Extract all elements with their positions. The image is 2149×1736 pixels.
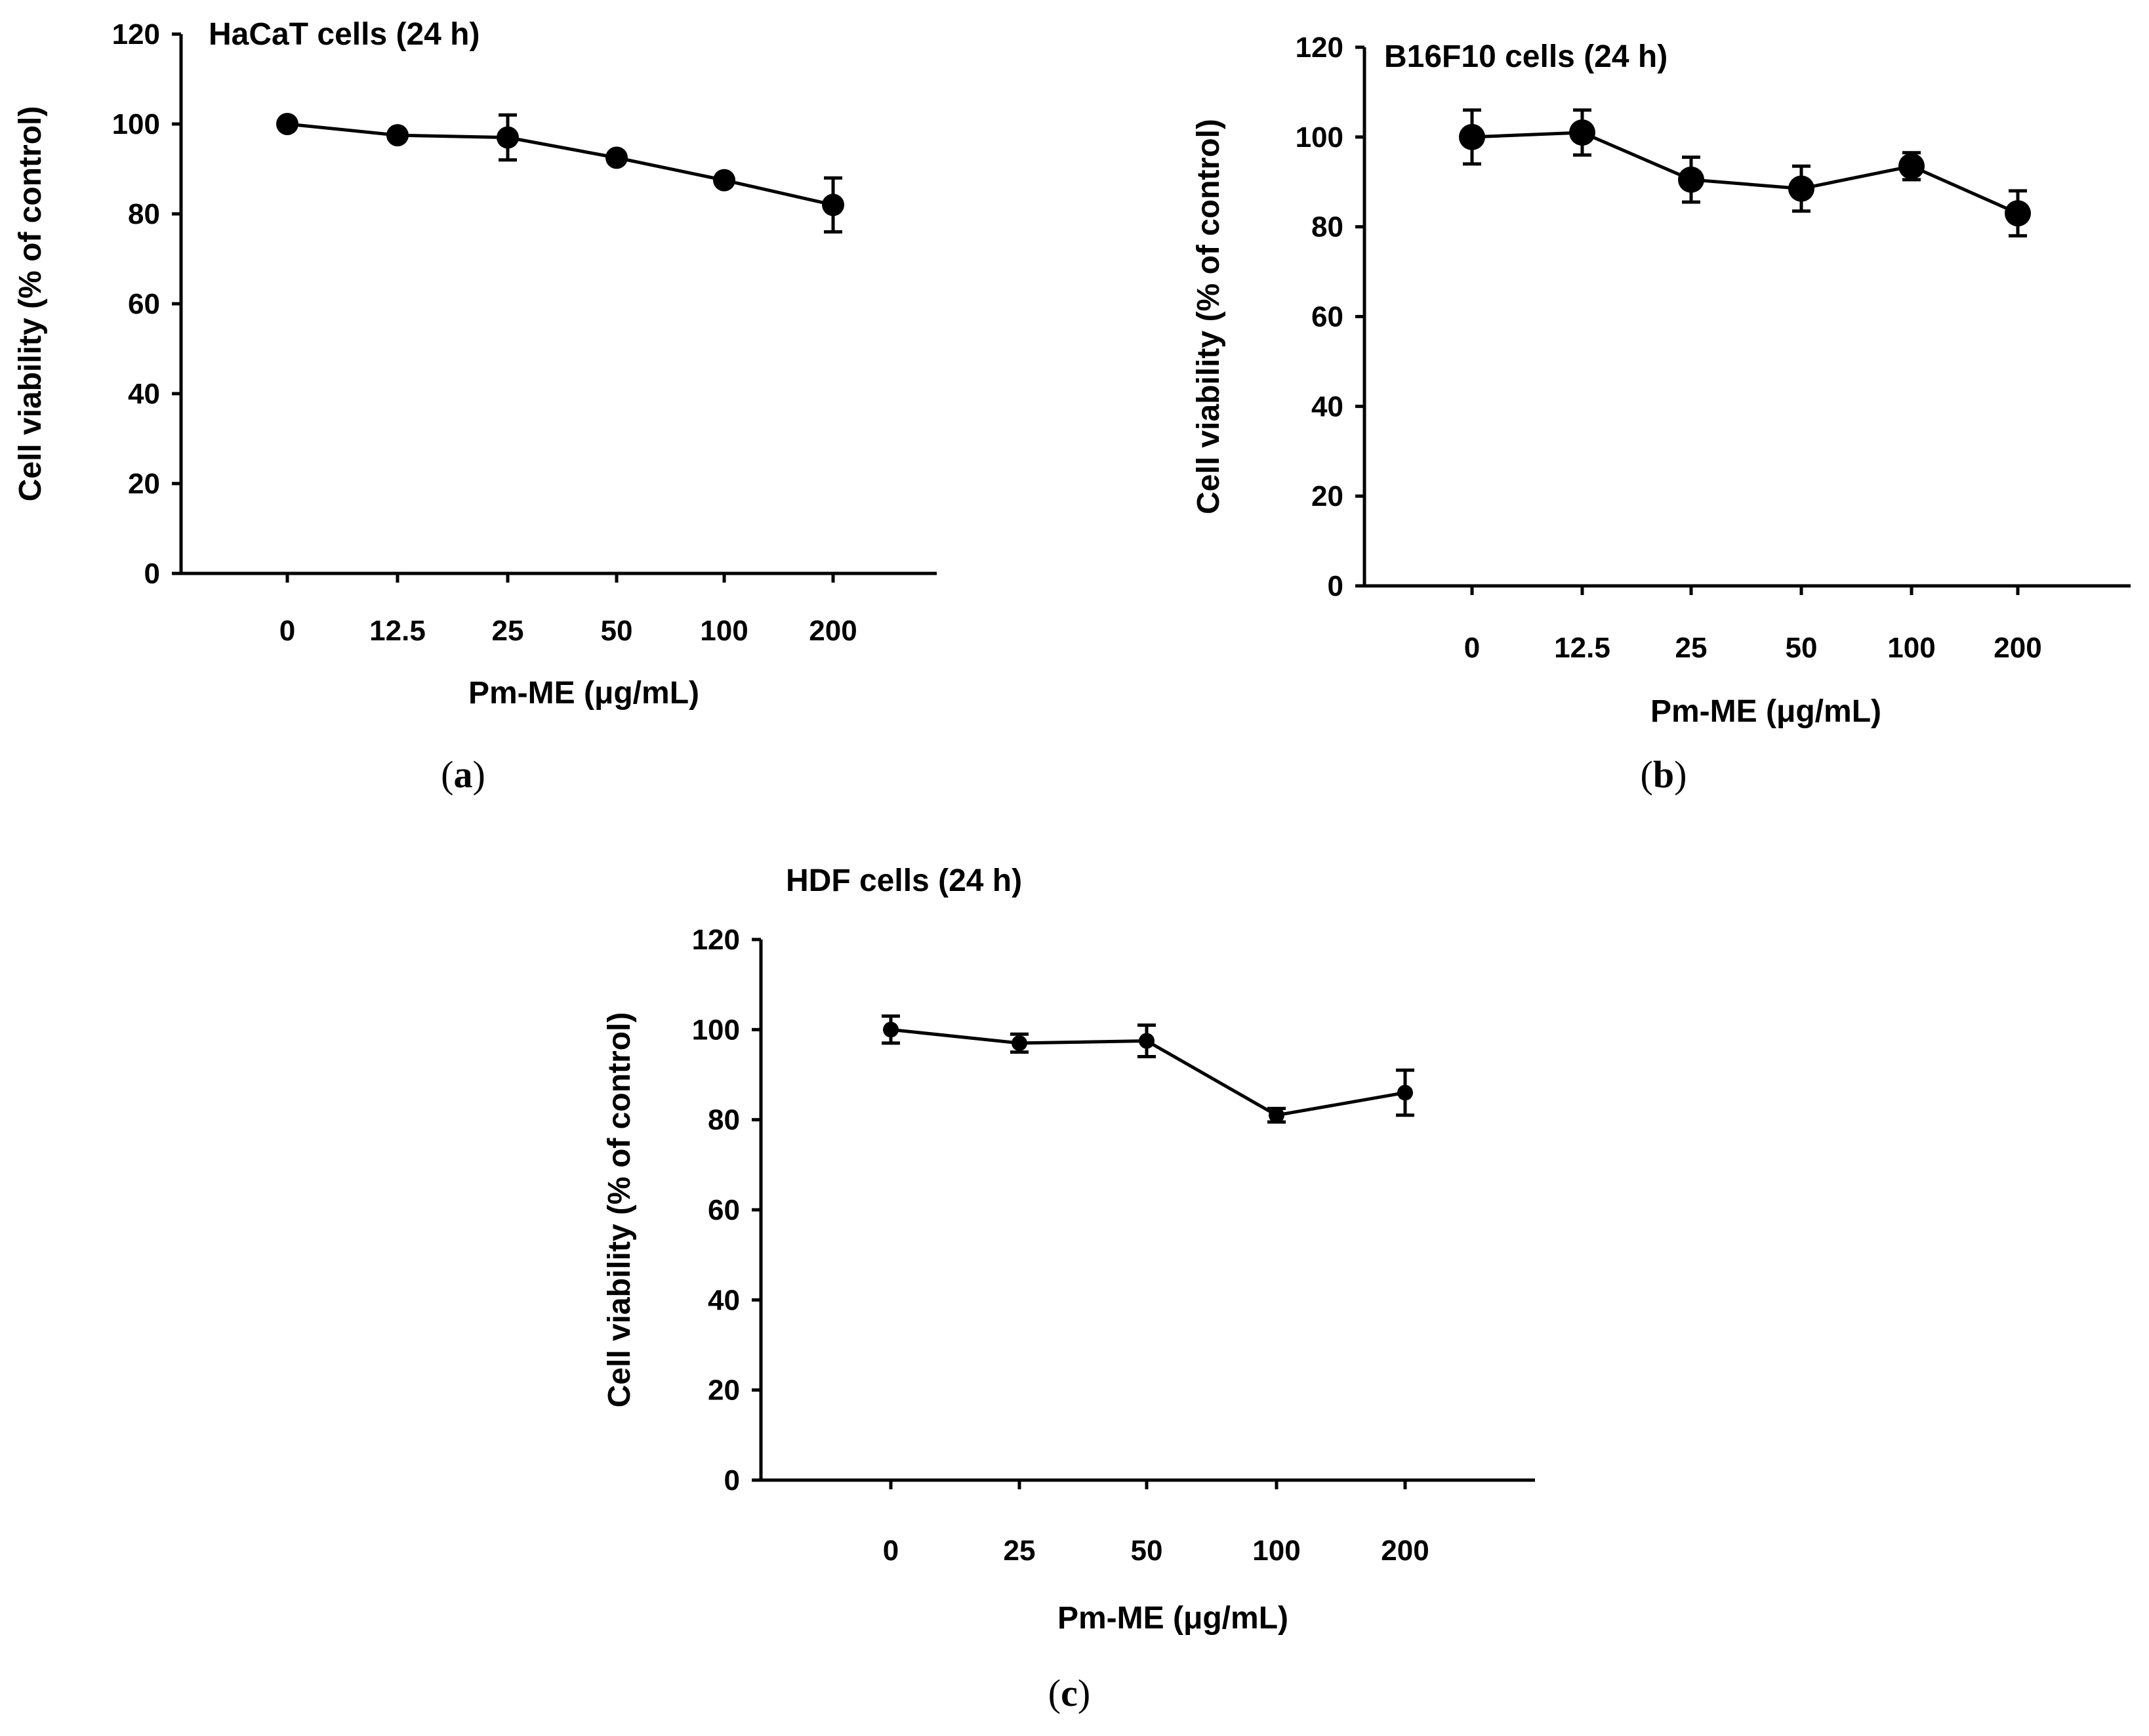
x-tick-label: 100 [1887, 632, 1935, 664]
y-tick-label: 40 [1311, 390, 1343, 423]
data-point [1012, 1035, 1027, 1051]
x-tick-label: 100 [700, 615, 748, 647]
data-point [883, 1022, 899, 1038]
y-axis-label: Cell viability (% of control) [602, 1012, 637, 1408]
y-tick-label: 0 [1328, 570, 1343, 602]
panel-label-b: (b) [1641, 753, 1687, 796]
panel-label-c: (c) [1048, 1672, 1090, 1714]
data-point [1569, 119, 1595, 146]
data-point [276, 113, 298, 135]
data-point [1269, 1107, 1284, 1123]
y-tick-label: 20 [1311, 480, 1343, 512]
y-axis-label: Cell viability (% of control) [13, 106, 48, 502]
y-tick-label: 120 [1296, 31, 1343, 64]
series-line [287, 122, 834, 207]
y-tick-label: 100 [692, 1014, 740, 1046]
data-point [713, 169, 735, 192]
data-point [822, 194, 844, 217]
data-point [1898, 153, 1925, 180]
y-tick-label: 40 [708, 1284, 740, 1316]
data-point [497, 126, 519, 149]
data-point [1678, 166, 1704, 193]
x-tick-label: 50 [1786, 632, 1818, 664]
y-tick-label: 40 [128, 378, 160, 410]
chart-a: 0 20 40 60 80 100 120 0 12.5 25 50 100 200 HaCaT cell… [13, 17, 937, 711]
x-tick-label: 100 [1252, 1535, 1300, 1567]
y-tick-label: 20 [708, 1374, 740, 1407]
x-tick-label: 200 [1381, 1535, 1429, 1567]
x-tick-label: 50 [601, 615, 633, 647]
x-tick-label: 12.5 [1554, 632, 1610, 664]
series-line [1471, 131, 2019, 215]
data-point [1397, 1085, 1413, 1101]
data-point [1459, 123, 1485, 150]
data-point [1788, 175, 1814, 202]
x-tick-label: 0 [279, 615, 295, 647]
y-tick-label: 60 [1311, 301, 1343, 333]
chart-c: 0 20 40 60 80 100 120 0 25 50 100 200 HDF cells (24 … [602, 863, 1535, 1636]
y-axis-label: Cell viability (% of control) [1191, 119, 1226, 514]
x-axis-label: Pm-ME (μg/mL) [468, 676, 699, 711]
y-tick-label: 120 [692, 924, 740, 956]
y-tick-label: 20 [128, 468, 160, 500]
y-tick-label: 0 [724, 1464, 740, 1497]
x-tick-label: 0 [1464, 632, 1480, 664]
x-tick-label: 200 [1994, 632, 2041, 664]
y-tick-label: 80 [708, 1104, 740, 1136]
x-tick-label: 25 [1004, 1535, 1036, 1567]
y-tick-label: 100 [1296, 121, 1343, 154]
y-tick-label: 80 [1311, 211, 1343, 243]
data-point [2005, 200, 2031, 227]
y-tick-label: 80 [128, 198, 160, 230]
x-axis-label: Pm-ME (μg/mL) [1057, 1601, 1288, 1636]
x-axis-label: Pm-ME (μg/mL) [1650, 694, 1881, 729]
chart-title: B16F10 cells (24 h) [1384, 39, 1668, 74]
x-tick-label: 25 [492, 615, 524, 647]
x-tick-label: 200 [809, 615, 857, 647]
y-tick-label: 0 [144, 558, 160, 590]
data-point [605, 146, 628, 169]
chart-b: 0 20 40 60 80 100 120 0 12.5 25 50 100 200 B16F10 cel… [1191, 31, 2131, 729]
x-tick-label: 12.5 [369, 615, 426, 647]
data-point [386, 124, 409, 147]
chart-title: HaCaT cells (24 h) [209, 17, 480, 52]
chart-title: HDF cells (24 h) [786, 863, 1022, 898]
data-point [1139, 1033, 1155, 1049]
x-tick-label: 0 [883, 1535, 899, 1567]
y-tick-label: 60 [128, 288, 160, 320]
x-tick-label: 50 [1131, 1535, 1163, 1567]
y-tick-label: 60 [708, 1194, 740, 1226]
panel-label-a: (a) [441, 753, 485, 796]
x-tick-label: 25 [1675, 632, 1708, 664]
y-tick-label: 100 [112, 108, 160, 140]
y-tick-label: 120 [112, 18, 160, 51]
